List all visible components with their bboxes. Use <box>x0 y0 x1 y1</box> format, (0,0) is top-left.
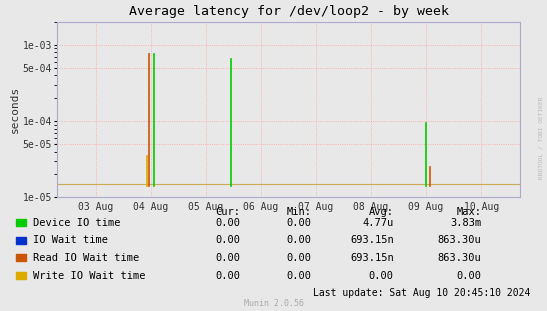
Text: 693.15n: 693.15n <box>350 253 394 263</box>
Text: 0.00: 0.00 <box>287 253 312 263</box>
Text: Device IO time: Device IO time <box>33 218 120 228</box>
Text: 0.00: 0.00 <box>216 218 241 228</box>
Text: Min:: Min: <box>287 207 312 217</box>
Text: 3.83m: 3.83m <box>450 218 481 228</box>
Text: 0.00: 0.00 <box>216 271 241 281</box>
Text: 863.30u: 863.30u <box>438 235 481 245</box>
Text: 693.15n: 693.15n <box>350 235 394 245</box>
Text: Munin 2.0.56: Munin 2.0.56 <box>243 299 304 308</box>
Text: Avg:: Avg: <box>369 207 394 217</box>
Text: 863.30u: 863.30u <box>438 253 481 263</box>
Text: 4.77u: 4.77u <box>363 218 394 228</box>
Text: 0.00: 0.00 <box>216 235 241 245</box>
Text: Cur:: Cur: <box>216 207 241 217</box>
Text: 0.00: 0.00 <box>287 235 312 245</box>
Text: 0.00: 0.00 <box>369 271 394 281</box>
Text: Read IO Wait time: Read IO Wait time <box>33 253 139 263</box>
Text: Last update: Sat Aug 10 20:45:10 2024: Last update: Sat Aug 10 20:45:10 2024 <box>313 288 531 298</box>
Text: RRDTOOL / TOBI OETIKER: RRDTOOL / TOBI OETIKER <box>538 96 543 179</box>
Y-axis label: seconds: seconds <box>10 86 20 133</box>
Text: 0.00: 0.00 <box>456 271 481 281</box>
Text: 0.00: 0.00 <box>287 271 312 281</box>
Text: 0.00: 0.00 <box>216 253 241 263</box>
Text: 0.00: 0.00 <box>287 218 312 228</box>
Text: Max:: Max: <box>456 207 481 217</box>
Title: Average latency for /dev/loop2 - by week: Average latency for /dev/loop2 - by week <box>129 5 449 18</box>
Text: Write IO Wait time: Write IO Wait time <box>33 271 146 281</box>
Text: IO Wait time: IO Wait time <box>33 235 108 245</box>
